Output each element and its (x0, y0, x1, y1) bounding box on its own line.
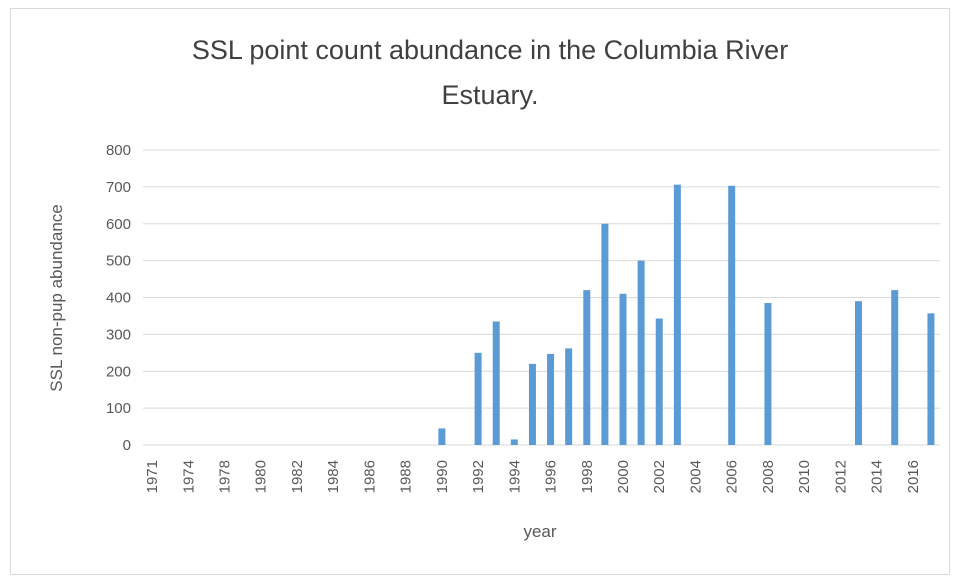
y-tick-label: 800 (106, 142, 131, 159)
bar (854, 301, 862, 445)
chart-border (10, 8, 950, 575)
x-tick-label: 2014 (869, 460, 886, 493)
x-tick-label: 2004 (687, 460, 704, 493)
y-tick-label: 300 (106, 326, 131, 343)
x-tick-label: 1996 (543, 460, 560, 493)
y-tick-label: 400 (106, 290, 131, 307)
x-tick-label: 2000 (615, 460, 632, 493)
x-tick-label: 1974 (180, 460, 197, 493)
bar (492, 321, 500, 445)
x-tick-label: 2012 (832, 460, 849, 493)
x-tick-label: 2006 (724, 460, 741, 493)
x-tick-label: 1986 (361, 460, 378, 493)
x-tick-label: 1990 (434, 460, 451, 493)
x-tick-label: 1971 (144, 460, 161, 493)
x-tick-label: 1994 (506, 460, 523, 493)
bar (438, 428, 446, 445)
y-tick-label: 100 (106, 400, 131, 417)
y-axis-label: SSL non-pup abundance (47, 204, 66, 391)
x-tick-label: 1982 (289, 460, 306, 493)
bar (891, 290, 899, 445)
bar (655, 318, 663, 445)
x-axis-label: year (523, 522, 556, 541)
bar (764, 303, 772, 445)
chart-title: SSL point count abundance in the Columbi… (191, 35, 789, 110)
x-tick-label: 2016 (905, 460, 922, 493)
x-tick-label: 2008 (760, 460, 777, 493)
x-tick-label: 2010 (796, 460, 813, 493)
y-tick-label: 500 (106, 253, 131, 270)
y-tick-label: 200 (106, 363, 131, 380)
y-tick-label: 0 (123, 437, 131, 454)
x-tick-label: 1998 (579, 460, 596, 493)
x-tick-label: 2002 (651, 460, 668, 493)
bar (528, 363, 536, 445)
x-tick-label: 1992 (470, 460, 487, 493)
bar (637, 260, 645, 445)
y-tick-label: 700 (106, 179, 131, 196)
x-tick-label: 1978 (217, 460, 234, 493)
bar (673, 184, 681, 445)
bar (927, 313, 935, 445)
bar (583, 290, 591, 445)
y-tick-label: 600 (106, 216, 131, 233)
bar (601, 223, 609, 445)
x-tick-label: 1984 (325, 460, 342, 493)
x-tick-label: 1988 (398, 460, 415, 493)
x-tick-label: 1980 (253, 460, 270, 493)
bar (510, 439, 518, 445)
bar (547, 353, 555, 445)
bar (565, 348, 573, 445)
bar (474, 352, 482, 445)
bar (728, 185, 736, 446)
bar (619, 293, 627, 445)
